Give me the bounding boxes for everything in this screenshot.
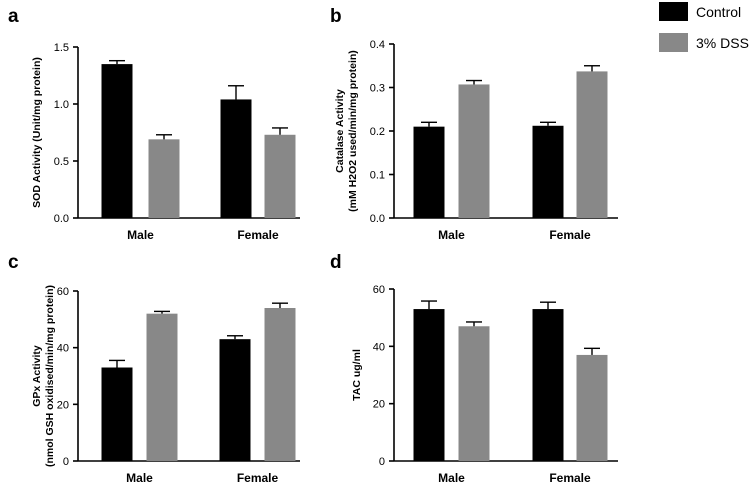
y-tick-label: 40 [373, 341, 385, 353]
bar-control-female [220, 99, 252, 218]
panel-c: c 0 20 40 60 GPx Activity (nmol GSH oxidised/m… [8, 252, 300, 484]
y-tick-label: 0.5 [54, 156, 69, 168]
y-axis-label: Catalase Activity [334, 89, 346, 173]
legend-label: 3% DSS [696, 35, 749, 51]
bar-3-dss-male [146, 313, 178, 461]
y-tick-label: 1.0 [54, 99, 69, 111]
bar-3-dss-female [264, 308, 296, 461]
panels: a 0.0 0.5 1.0 1.5 SOD Activity (Unit/mg prote… [8, 6, 618, 484]
y-tick-label: 0.0 [370, 213, 385, 225]
y-tick-label: 20 [373, 399, 385, 411]
y-tick-label: 0.3 [370, 83, 385, 95]
bar-control-female [532, 125, 564, 218]
bar-control-male [101, 64, 133, 218]
panel-letter: c [8, 252, 19, 273]
y-tick-label: 1.5 [54, 42, 69, 54]
bar-control-male [101, 367, 133, 461]
y-tick-label: 0 [379, 456, 385, 468]
panel-letter: a [8, 6, 19, 27]
category-label: Male [127, 228, 154, 242]
y-tick-label: 0.1 [370, 170, 385, 182]
y-tick-label: 20 [57, 399, 69, 411]
bar-3-dss-male [458, 326, 490, 461]
y-tick-label: 60 [57, 286, 69, 298]
y-tick-label: 0.2 [370, 126, 385, 138]
y-axis-label: SOD Activity (Unit/mg protein) [31, 57, 43, 208]
category-label: Female [549, 471, 591, 484]
panel-a: a 0.0 0.5 1.0 1.5 SOD Activity (Unit/mg prote… [8, 6, 300, 242]
legend-label: Control [696, 4, 741, 20]
bar-control-male [413, 126, 445, 218]
category-label: Female [237, 471, 279, 484]
category-label: Male [438, 228, 465, 242]
y-tick-label: 60 [373, 284, 385, 296]
y-axis-label: (nmol GSH oxidised/min/mg protein) [44, 285, 56, 467]
y-axis-label: (mM H2O2 used/min/mg protein) [347, 50, 359, 212]
legend: Control 3% DSS [659, 2, 749, 52]
y-tick-label: 0.0 [54, 213, 69, 225]
bar-control-female [219, 339, 251, 461]
bar-3-dss-male [148, 139, 180, 218]
bar-3-dss-female [576, 71, 608, 218]
y-tick-label: 0 [63, 456, 69, 468]
bar-3-dss-female [576, 354, 608, 461]
panel-d: d 0 20 40 60 TAC ug/ml Male Female [330, 252, 618, 484]
panel-letter: d [330, 252, 342, 273]
y-tick-label: 40 [57, 343, 69, 355]
y-axis-label: TAC ug/ml [351, 349, 363, 401]
category-label: Female [237, 228, 279, 242]
category-label: Male [126, 471, 153, 484]
bar-control-male [413, 309, 445, 461]
y-axis-label: GPx Activity [31, 345, 43, 407]
bar-3-dss-male [458, 84, 490, 218]
legend-swatch-control [659, 2, 688, 21]
category-label: Male [438, 471, 465, 484]
panel-letter: b [330, 6, 342, 27]
category-label: Female [549, 228, 591, 242]
bar-3-dss-female [264, 134, 296, 218]
panel-b: b 0.0 0.1 0.2 0.3 0.4 Catalase Activity (mM H2O… [330, 6, 618, 242]
bar-control-female [532, 309, 564, 461]
y-tick-label: 0.4 [370, 39, 385, 51]
legend-swatch-dss [659, 33, 688, 52]
